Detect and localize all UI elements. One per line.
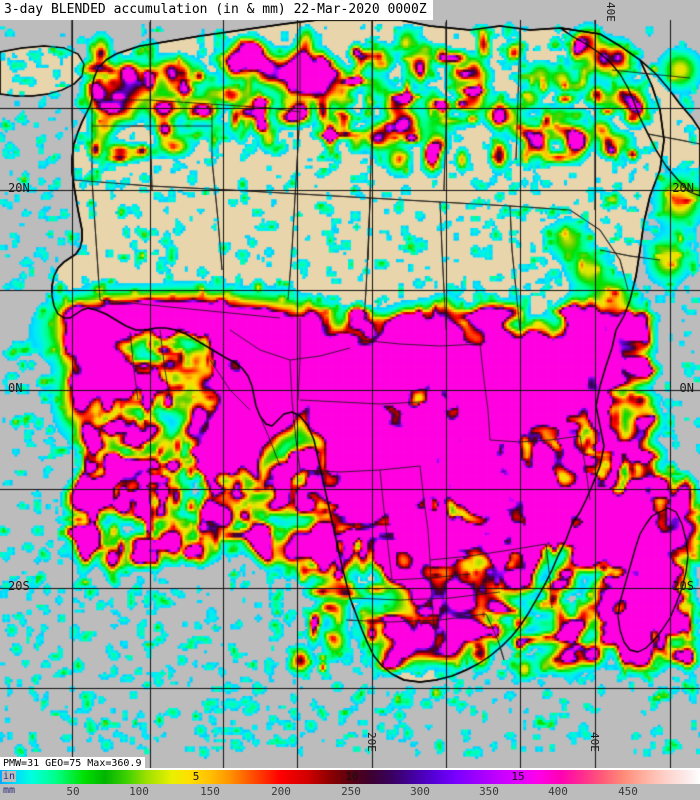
lat-label-20s-left: 20S xyxy=(8,579,30,593)
lat-label-0n-left: 0N xyxy=(8,381,23,395)
status-badge: PMW=31 GEO=75 Max=360.9 xyxy=(0,757,146,770)
colorbar-tick-mm-450: 450 xyxy=(618,785,638,798)
colorbar-unit-millimeters: mm xyxy=(2,785,17,796)
colorbar-gradient xyxy=(0,770,700,784)
colorbar-tick-mm-400: 400 xyxy=(548,785,568,798)
colorbar-tick-mm-300: 300 xyxy=(410,785,430,798)
colorbar-tick-mm-250: 250 xyxy=(341,785,361,798)
colorbar-tick-in-10: 10 xyxy=(345,770,359,783)
colorbar-tick-mm-350: 350 xyxy=(479,785,499,798)
lat-label-20n-left: 20N xyxy=(8,181,30,195)
lat-label-0n-right: 0N xyxy=(679,381,694,395)
lon-label-40e-bottom: 40E xyxy=(588,732,601,752)
colorbar-unit-inches: in xyxy=(2,771,17,782)
precipitation-map[interactable] xyxy=(0,0,700,768)
lon-label-40e-top: 40E xyxy=(604,2,617,22)
colorbar-tick-mm-100: 100 xyxy=(129,785,149,798)
colorbar-tick-mm-50: 50 xyxy=(66,785,80,798)
lat-label-20s-right: 20S xyxy=(672,579,694,593)
colorbar-tick-mm-150: 150 xyxy=(200,785,220,798)
colorbar[interactable]: in mm 5 10 15 50 100 150 200 250 300 350… xyxy=(0,770,700,800)
colorbar-lower-strip xyxy=(0,784,700,800)
lat-label-20n-right: 20N xyxy=(672,181,694,195)
page-title: 3-day BLENDED accumulation (in & mm) 22-… xyxy=(0,0,433,20)
colorbar-tick-mm-200: 200 xyxy=(271,785,291,798)
map-canvas[interactable] xyxy=(0,0,700,768)
colorbar-tick-in-5: 5 xyxy=(192,770,200,783)
lon-label-20e-bottom: 20E xyxy=(365,732,378,752)
colorbar-tick-in-15: 15 xyxy=(511,770,525,783)
